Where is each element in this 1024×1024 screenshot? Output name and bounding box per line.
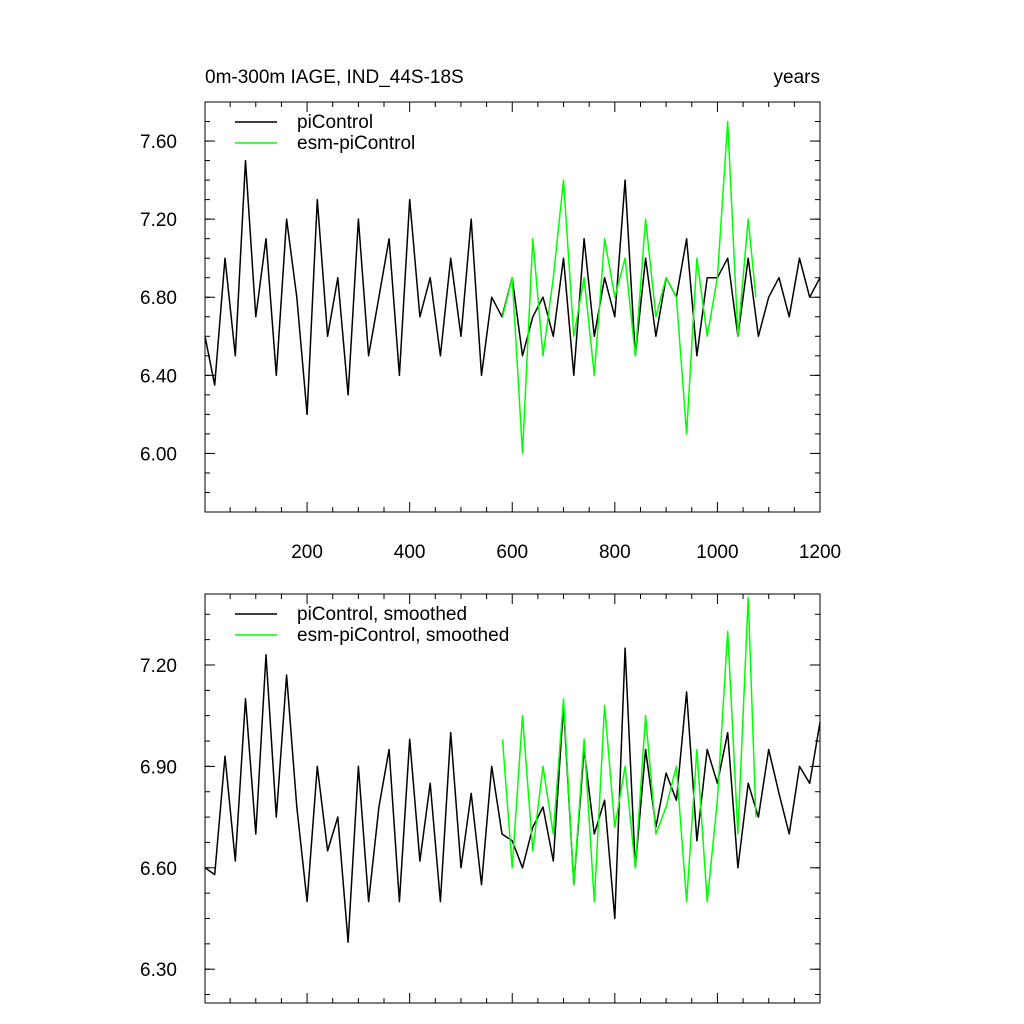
- plot-frame: [204, 593, 821, 1004]
- series-line-1: [501, 596, 757, 903]
- chart-panel-top: 200 400 600 800 1000 1200 6.00 6.40 6.80 7.20 7.60…: [140, 101, 841, 563]
- legend-label: esm-piControl: [297, 133, 415, 154]
- x-tick-label: 1000: [696, 542, 738, 563]
- legend-label: esm-piControl, smoothed: [297, 625, 509, 646]
- x-tick-label: 200: [291, 542, 323, 563]
- y-tick-label: 6.00: [140, 444, 177, 465]
- x-tick-label: 600: [496, 542, 528, 563]
- x-tick-label: 400: [394, 542, 426, 563]
- y-tick-label: 6.90: [140, 757, 177, 778]
- x-tick-label: 800: [599, 542, 631, 563]
- y-tick-label: 6.40: [140, 366, 177, 387]
- y-tick-label: 7.20: [140, 210, 177, 231]
- series-line-0: [204, 647, 821, 943]
- y-tick-label: 6.30: [140, 960, 177, 981]
- figure-units: years: [774, 67, 820, 88]
- chart-panel-bottom: 6.30 6.60 6.90 7.20 piControl, smoothedesm-p…: [140, 593, 821, 1004]
- y-tick-label: 6.80: [140, 288, 177, 309]
- y-tick-label: 6.60: [140, 859, 177, 880]
- legend-label: piControl, smoothed: [297, 604, 467, 625]
- figure-title: 0m-300m IAGE, IND_44S-18S: [205, 67, 464, 88]
- y-tick-label: 7.60: [140, 132, 177, 153]
- legend-label: piControl: [297, 112, 373, 133]
- series-line-1: [501, 120, 757, 455]
- y-tick-label: 7.20: [140, 656, 177, 677]
- x-tick-label: 1200: [799, 542, 841, 563]
